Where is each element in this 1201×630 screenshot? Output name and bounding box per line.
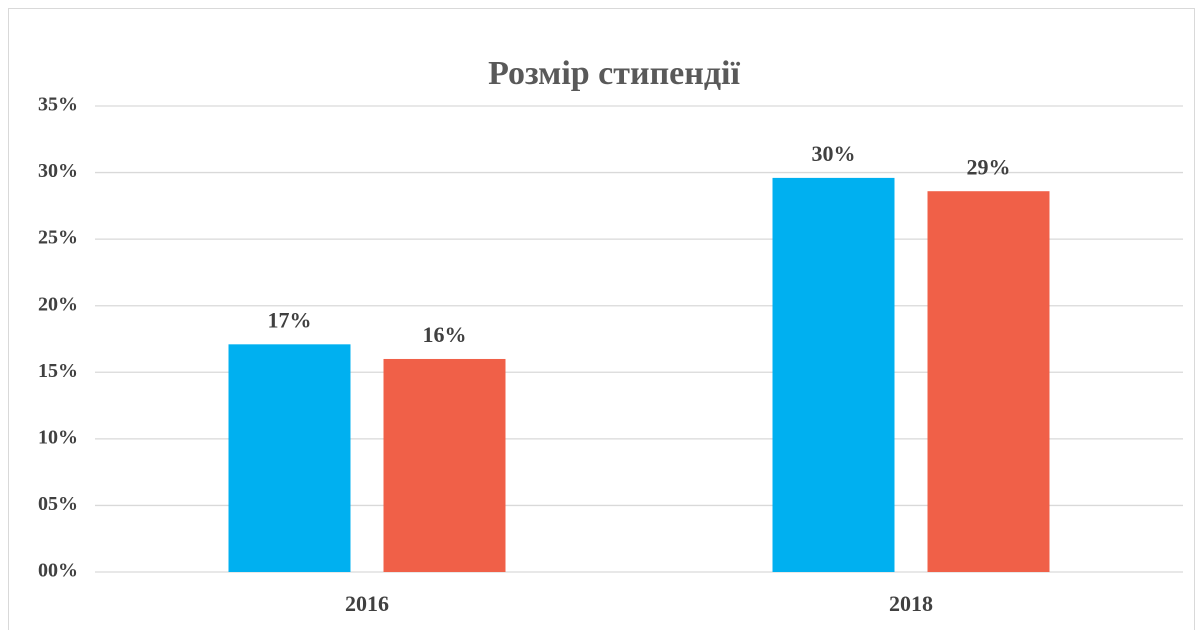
x-tick-label: 2018 <box>889 591 933 616</box>
y-tick-label: 05% <box>38 493 78 515</box>
y-tick-label: 35% <box>38 94 78 116</box>
bar <box>927 191 1050 572</box>
y-tick-label: 30% <box>38 160 78 182</box>
data-label: 16% <box>423 322 467 347</box>
chart-title: Розмір стипендії <box>488 55 740 92</box>
bar <box>772 177 895 572</box>
x-tick-label: 2016 <box>345 591 389 616</box>
y-tick-label: 25% <box>38 227 78 249</box>
bar <box>228 344 351 572</box>
bar <box>383 358 506 572</box>
data-label: 17% <box>268 307 312 332</box>
y-tick-label: 15% <box>38 360 78 382</box>
y-tick-label: 10% <box>38 426 78 448</box>
data-label: 29% <box>967 154 1011 179</box>
y-tick-label: 20% <box>38 293 78 315</box>
data-label: 30% <box>812 141 856 166</box>
y-tick-label: 00% <box>38 560 78 582</box>
